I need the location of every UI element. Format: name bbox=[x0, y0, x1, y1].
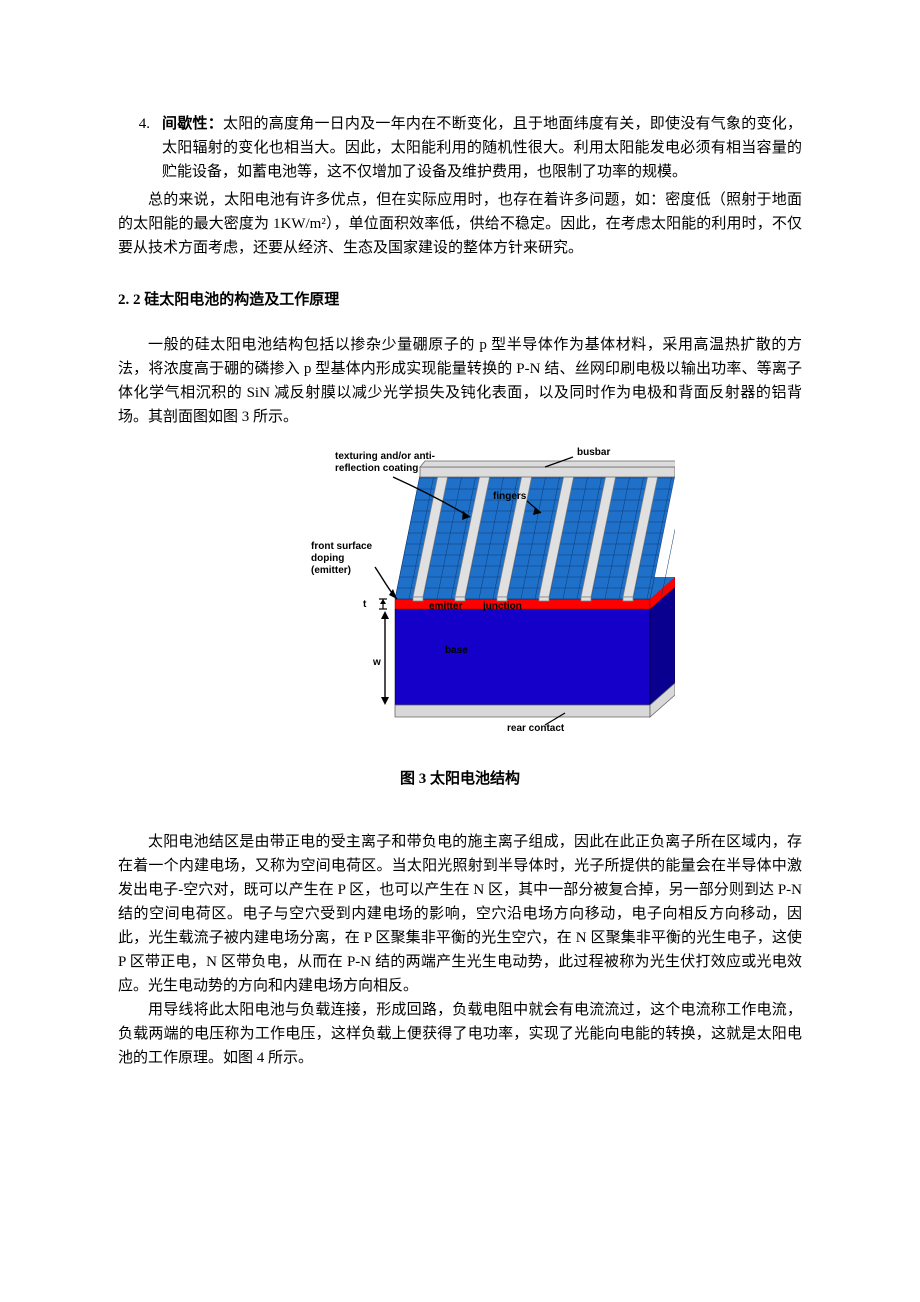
list-body: 间歇性：太阳的高度角一日内及一年内在不断变化，且于地面纬度有关，即使没有气象的变… bbox=[162, 112, 802, 184]
diagram-svg bbox=[245, 447, 675, 737]
list-item-4: 4. 间歇性：太阳的高度角一日内及一年内在不断变化，且于地面纬度有关，即使没有气… bbox=[118, 112, 802, 184]
label-fingers: fingers bbox=[493, 491, 526, 503]
label-emitter: emitter bbox=[429, 601, 462, 613]
label-rear: rear contact bbox=[507, 723, 564, 735]
label-busbar: busbar bbox=[577, 447, 610, 459]
paragraph-after-2: 用导线将此太阳电池与负载连接，形成回路，负载电阻中就会有电流流过，这个电流称工作… bbox=[118, 998, 802, 1070]
label-front-doping: front surface doping (emitter) bbox=[311, 541, 381, 577]
section-title: 2. 2 硅太阳电池的构造及工作原理 bbox=[118, 288, 802, 309]
list-text: 太阳的高度角一日内及一年内在不断变化，且于地面纬度有关，即使没有气象的变化，太阳… bbox=[162, 116, 802, 180]
label-w: w bbox=[373, 657, 381, 669]
list-label: 间歇性： bbox=[162, 116, 223, 132]
label-texturing: texturing and/or anti-reflection coating bbox=[335, 451, 455, 475]
list-number: 4. bbox=[118, 112, 162, 184]
label-junction: junction bbox=[483, 601, 522, 613]
summary-paragraph: 总的来说，太阳电池有许多优点，但在实际应用时，也存在着许多问题，如：密度低（照射… bbox=[118, 188, 802, 260]
label-t: t bbox=[363, 599, 366, 611]
figure-wrapper: busbar texturing and/or anti-reflection … bbox=[118, 447, 802, 812]
paragraph-after-1: 太阳电池结区是由带正电的受主离子和带负电的施主离子组成，因此在此正负离子所在区域… bbox=[118, 830, 802, 998]
label-base: base bbox=[445, 645, 468, 657]
solar-cell-diagram: busbar texturing and/or anti-reflection … bbox=[245, 447, 675, 737]
page: 4. 间歇性：太阳的高度角一日内及一年内在不断变化，且于地面纬度有关，即使没有气… bbox=[0, 0, 920, 1302]
figure-caption: 图 3 太阳电池结构 bbox=[400, 767, 520, 788]
intro-paragraph: 一般的硅太阳电池结构包括以掺杂少量硼原子的 p 型半导体作为基体材料，采用高温热… bbox=[118, 333, 802, 429]
